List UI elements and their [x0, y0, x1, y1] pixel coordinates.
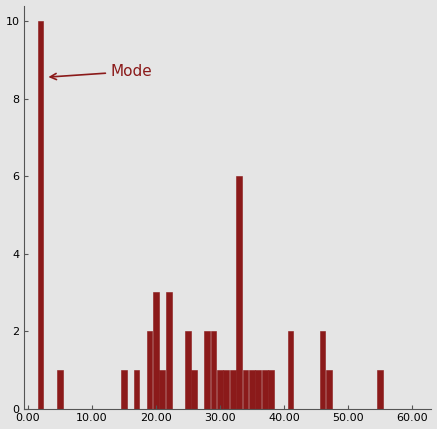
Bar	[146, 331, 152, 408]
Bar	[243, 370, 249, 408]
Bar	[185, 331, 191, 408]
Bar	[211, 331, 216, 408]
Bar	[288, 331, 293, 408]
Bar	[377, 370, 383, 408]
Bar	[217, 370, 223, 408]
Text: Mode: Mode	[50, 64, 153, 79]
Bar	[262, 370, 268, 408]
Bar	[38, 21, 43, 408]
Bar	[191, 370, 197, 408]
Bar	[256, 370, 261, 408]
Bar	[268, 370, 274, 408]
Bar	[160, 370, 165, 408]
Bar	[223, 370, 229, 408]
Bar	[166, 292, 172, 408]
Bar	[236, 176, 242, 408]
Bar	[230, 370, 236, 408]
Bar	[57, 370, 62, 408]
Bar	[134, 370, 139, 408]
Bar	[121, 370, 127, 408]
Bar	[153, 292, 159, 408]
Bar	[326, 370, 332, 408]
Bar	[249, 370, 255, 408]
Bar	[204, 331, 210, 408]
Bar	[319, 331, 326, 408]
